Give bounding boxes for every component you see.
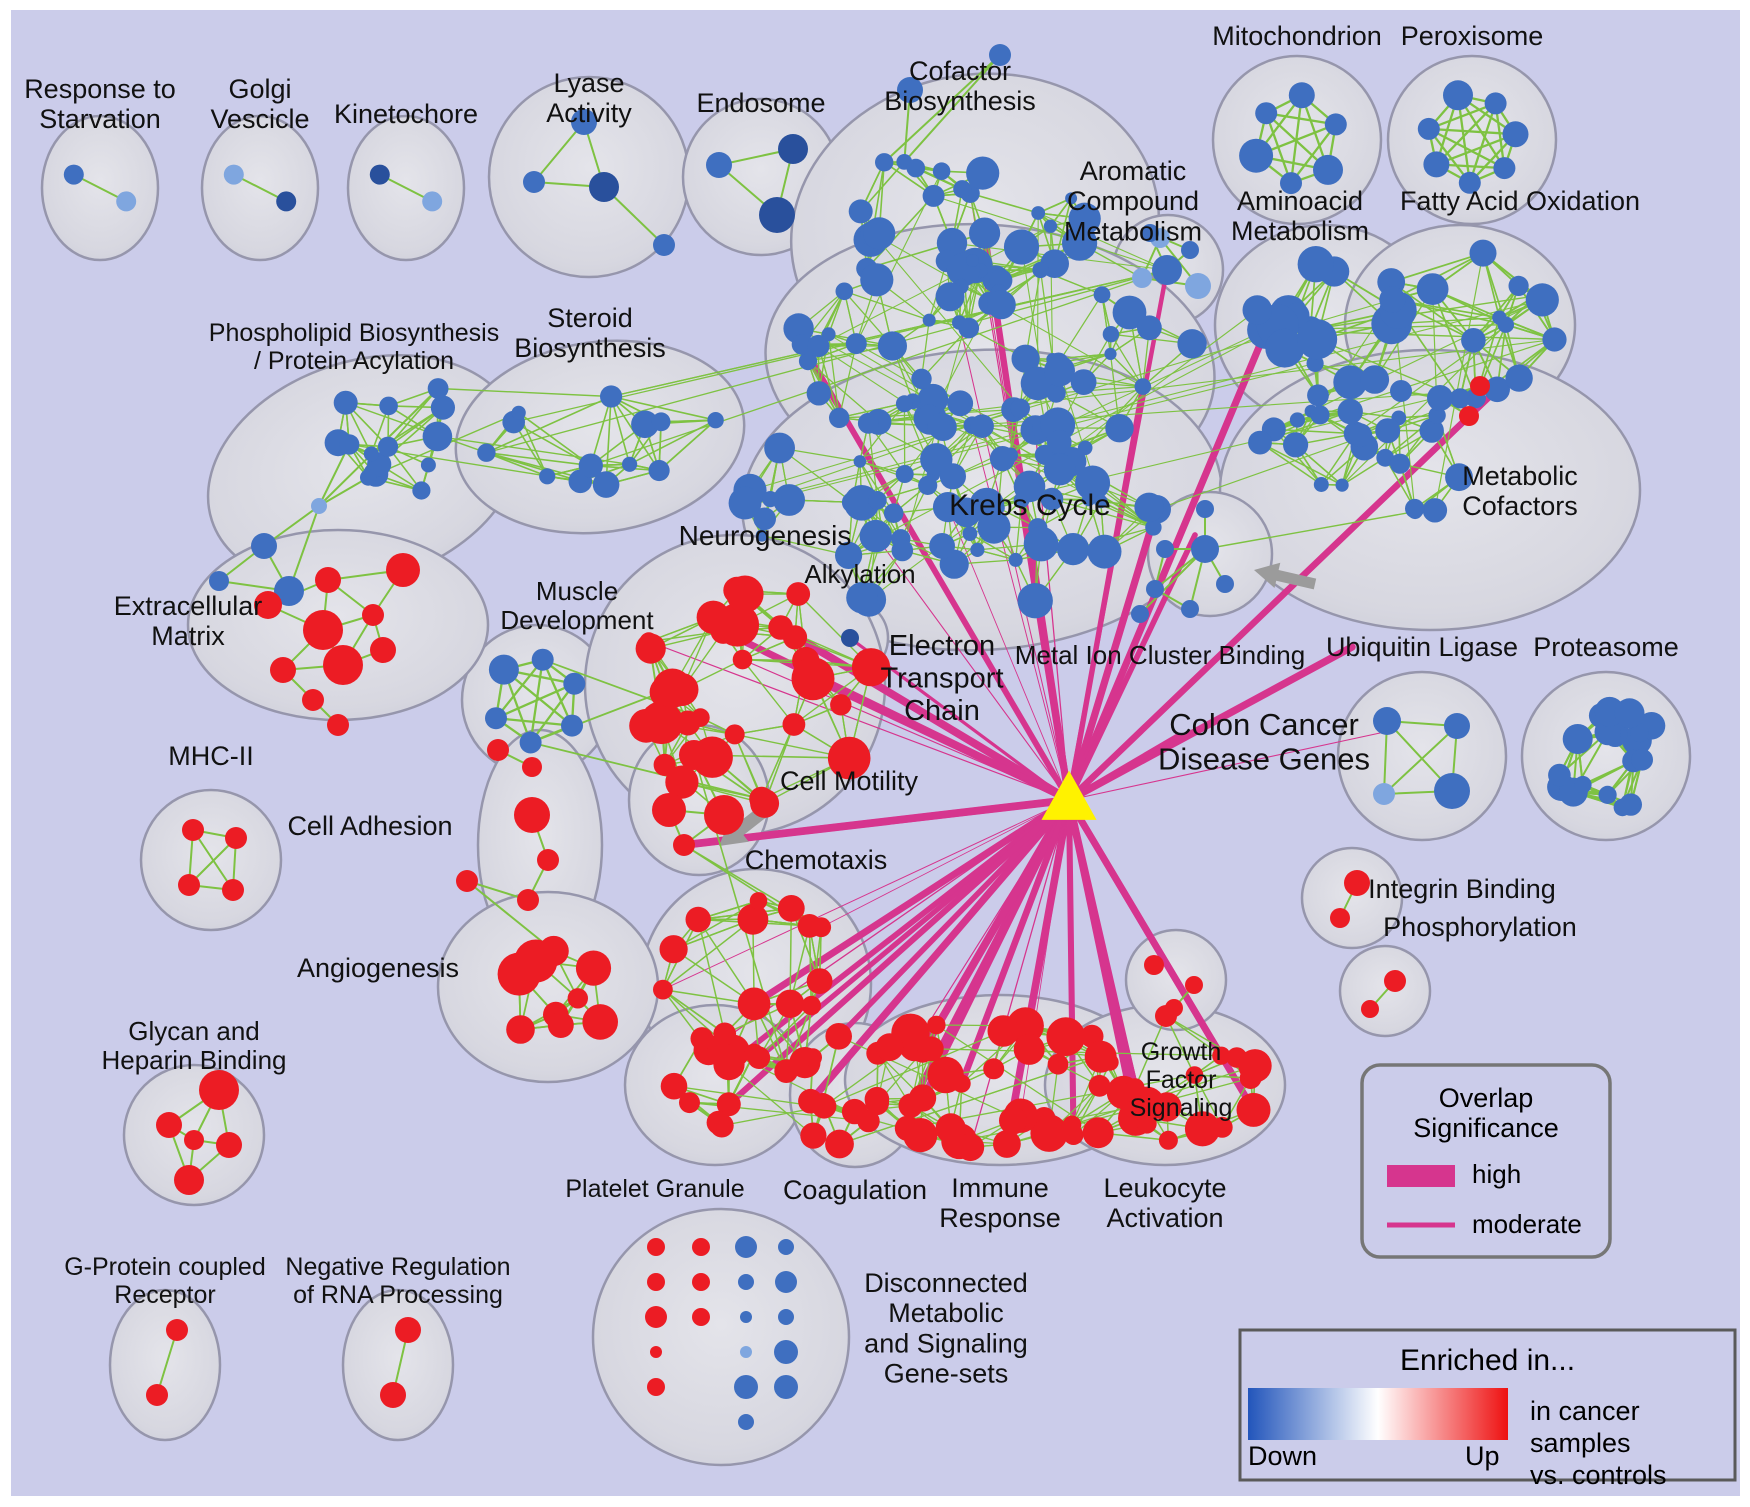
svg-text:Cell Adhesion: Cell Adhesion xyxy=(287,811,452,841)
svg-text:Integrin Binding: Integrin Binding xyxy=(1368,874,1556,904)
svg-text:MHC-II: MHC-II xyxy=(168,741,253,771)
svg-text:Enriched in...: Enriched in... xyxy=(1400,1344,1575,1377)
svg-text:moderate: moderate xyxy=(1472,1209,1582,1239)
svg-text:Neurogenesis: Neurogenesis xyxy=(679,520,852,551)
svg-text:Up: Up xyxy=(1465,1441,1500,1471)
svg-text:Alkylation: Alkylation xyxy=(804,559,915,589)
svg-text:Krebs Cycle: Krebs Cycle xyxy=(949,489,1111,522)
svg-text:Peroxisome: Peroxisome xyxy=(1401,21,1544,51)
svg-text:samples: samples xyxy=(1530,1428,1631,1458)
svg-text:vs. controls: vs. controls xyxy=(1530,1460,1667,1490)
svg-text:Coagulation: Coagulation xyxy=(783,1175,927,1205)
svg-text:Chemotaxis: Chemotaxis xyxy=(745,845,888,875)
svg-text:Platelet Granule: Platelet Granule xyxy=(565,1175,744,1203)
svg-text:Ubiquitin Ligase: Ubiquitin Ligase xyxy=(1326,632,1518,662)
svg-text:Cell Motility: Cell Motility xyxy=(780,766,919,796)
svg-text:Proteasome: Proteasome xyxy=(1533,632,1679,662)
svg-text:Down: Down xyxy=(1248,1441,1317,1471)
svg-text:Angiogenesis: Angiogenesis xyxy=(297,953,459,983)
svg-text:in cancer: in cancer xyxy=(1530,1396,1640,1426)
svg-text:Endosome: Endosome xyxy=(696,88,825,118)
svg-text:Phosphorylation: Phosphorylation xyxy=(1383,912,1577,942)
svg-text:high: high xyxy=(1472,1159,1521,1189)
svg-text:Kinetochore: Kinetochore xyxy=(334,99,478,129)
svg-text:Metal Ion Cluster Binding: Metal Ion Cluster Binding xyxy=(1015,640,1305,670)
svg-text:Fatty Acid Oxidation: Fatty Acid Oxidation xyxy=(1400,186,1640,216)
svg-text:Mitochondrion: Mitochondrion xyxy=(1212,21,1382,51)
